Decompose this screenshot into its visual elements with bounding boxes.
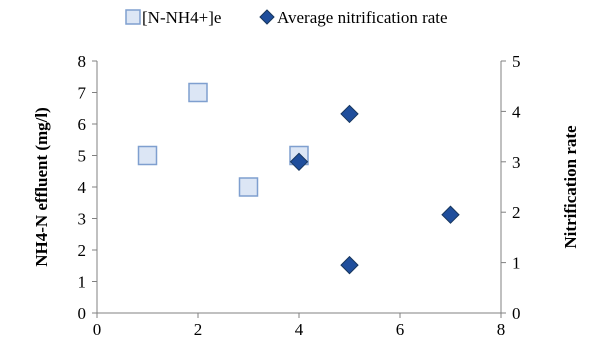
- y-left-tick-label: 5: [78, 147, 87, 166]
- y-right-tick-label: 5: [512, 52, 521, 71]
- y-left-tick-label: 3: [78, 210, 87, 229]
- y-left-tick-label: 7: [78, 84, 87, 103]
- x-tick-label: 8: [497, 320, 506, 339]
- data-point-series-1: [238, 177, 259, 197]
- y-left-tick-label: 4: [78, 178, 87, 197]
- y-left-tick-label: 0: [78, 304, 87, 323]
- data-point-series-2: [289, 152, 309, 172]
- data-point-series-2: [340, 255, 359, 275]
- x-tick-label: 2: [194, 320, 203, 339]
- data-point-series-2: [441, 205, 460, 224]
- x-tick-label: 0: [93, 320, 102, 339]
- y-left-tick-label: 1: [78, 273, 87, 292]
- legend-swatch-square: [125, 9, 141, 25]
- data-marks: [137, 82, 460, 275]
- data-point-series-2: [340, 104, 359, 124]
- x-tick-label: 6: [396, 320, 405, 339]
- data-point-series-1: [188, 82, 208, 103]
- y-axis-title-left: NH4-N effluent (mg/l): [32, 107, 51, 267]
- y-axis-title-right: Nitrification rate: [561, 125, 580, 249]
- legend-label-series-1: [N-NH4+]e: [142, 8, 221, 27]
- y-right-tick-label: 0: [512, 304, 521, 323]
- y-right-tick-label: 3: [512, 153, 521, 172]
- legend: [N-NH4+]e Average nitrification rate: [125, 8, 448, 27]
- legend-label-series-2: Average nitrification rate: [277, 8, 448, 27]
- y-right-tick-label: 2: [512, 203, 521, 222]
- y-left-tick-label: 2: [78, 241, 87, 260]
- y-left-tick-label: 8: [78, 52, 87, 71]
- y-right-tick-label: 1: [512, 254, 521, 273]
- y-left-tick-label: 6: [78, 115, 87, 134]
- y-right-tick-label: 4: [512, 102, 521, 121]
- x-tick-label: 4: [295, 320, 304, 339]
- data-point-series-1: [137, 145, 158, 166]
- legend-swatch-diamond: [259, 9, 275, 25]
